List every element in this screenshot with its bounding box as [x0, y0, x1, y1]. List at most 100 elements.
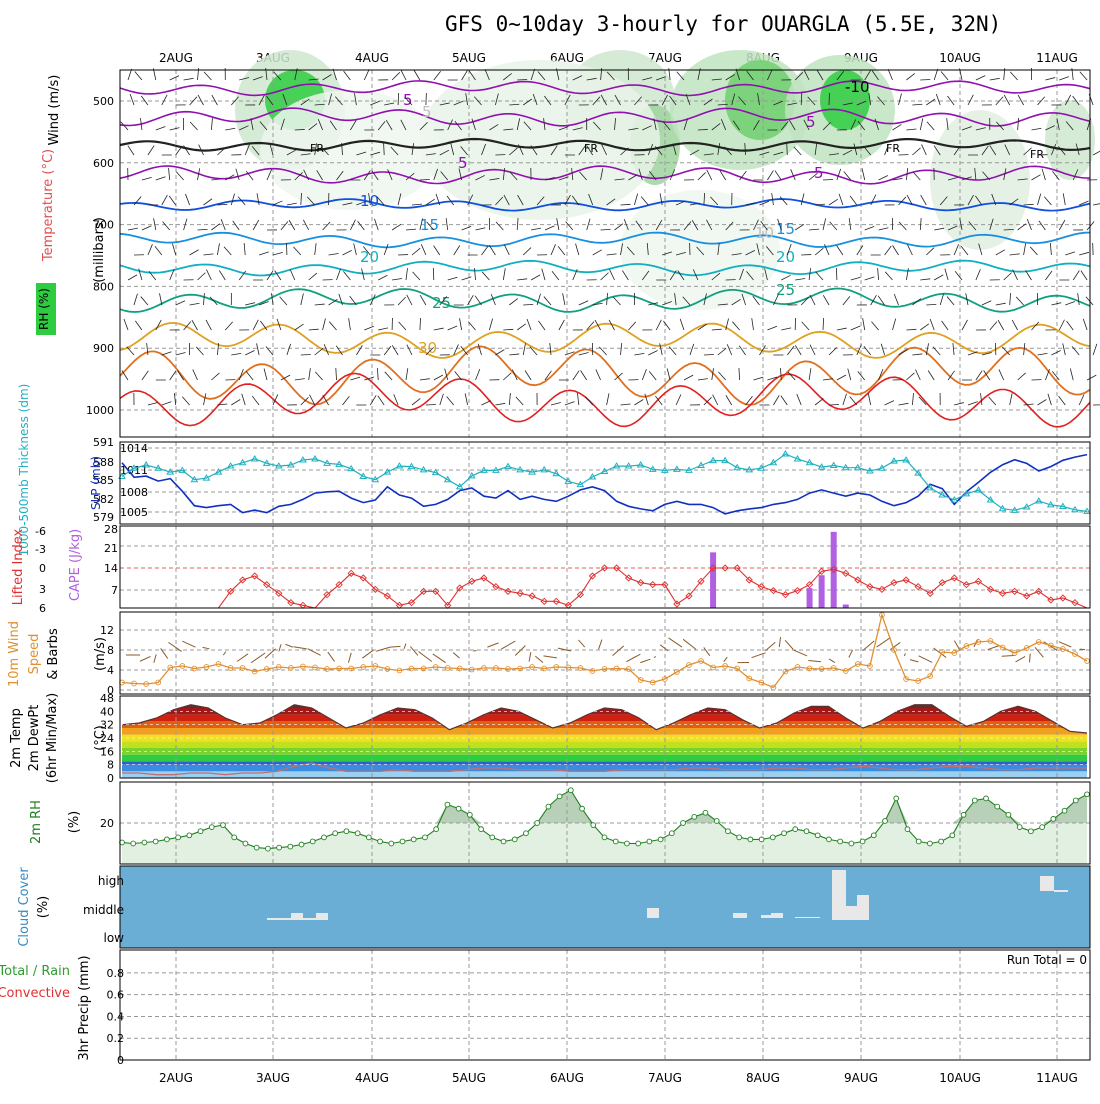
wind10-tick: 12 — [100, 624, 114, 637]
wind-barb — [176, 352, 186, 355]
wind-barb — [413, 272, 420, 280]
wind-barb — [323, 319, 326, 330]
wind-barb — [912, 104, 922, 105]
wind-barb — [287, 203, 297, 205]
wind-barb — [193, 369, 198, 380]
wind-barb — [920, 79, 930, 80]
rh-marker — [310, 839, 315, 844]
rh-marker — [602, 835, 607, 840]
wind-barb — [868, 393, 870, 405]
rh-marker — [894, 796, 899, 801]
wind-barb — [1079, 252, 1089, 255]
wind-barb — [930, 319, 934, 330]
wind-barb — [1087, 221, 1094, 230]
wind-barb — [981, 393, 982, 405]
run-total: Run Total = 0 — [1007, 953, 1087, 967]
cloud-units: (%) — [36, 896, 51, 919]
date-label-top: 10AUG — [939, 51, 981, 65]
rh2m-units: (%) — [67, 811, 82, 834]
wind-barb — [1018, 118, 1019, 130]
wind-barb — [642, 369, 646, 380]
rh-marker — [726, 829, 731, 834]
wind10-barb — [877, 637, 891, 647]
cloud-bar — [857, 895, 869, 920]
wind-barb — [712, 329, 722, 330]
wind-barb — [634, 353, 644, 355]
wind-barb — [190, 122, 197, 130]
wind10-barb — [863, 641, 875, 651]
wind-barb — [329, 322, 336, 330]
rh2m-label: 2m RH — [29, 800, 44, 844]
wind-barb — [829, 199, 838, 205]
temp-band — [120, 761, 1090, 764]
wind-barb — [329, 253, 339, 255]
wind-barb — [1093, 150, 1100, 155]
wind-barb — [940, 294, 943, 305]
wind-barb — [1045, 78, 1055, 80]
wind-barb — [565, 402, 575, 405]
wind-barb — [809, 368, 811, 380]
wind10-barb — [453, 653, 459, 658]
temp-band — [120, 755, 1090, 762]
wind-barb — [1032, 128, 1042, 130]
wind-barb — [1080, 72, 1087, 80]
rh-marker — [378, 839, 383, 844]
level-tick-label: 900 — [93, 342, 114, 355]
wind-barb — [309, 273, 317, 280]
date-label-bottom: 8AUG — [746, 1071, 780, 1085]
wind10-barb — [223, 652, 226, 656]
wind-barb — [1093, 344, 1097, 355]
temperature-contour — [120, 233, 1090, 248]
wind-barb — [1065, 252, 1075, 255]
wind10-barb — [376, 647, 390, 651]
wind-barb — [1042, 169, 1045, 180]
temperature-contour — [120, 373, 1090, 426]
temp-tick: 40 — [100, 705, 114, 718]
wind-barb — [936, 94, 940, 105]
wind-barb — [407, 345, 412, 355]
wind-barb — [912, 354, 922, 355]
wind-barb — [922, 144, 927, 155]
wind-barb — [941, 72, 948, 80]
wind-barb — [420, 295, 426, 305]
wind10-barb — [613, 646, 624, 656]
wind-barb — [169, 168, 170, 180]
rh-marker — [669, 831, 674, 836]
wind-barb — [558, 246, 565, 255]
cape-bar — [843, 604, 849, 608]
wind10-barb — [808, 660, 821, 661]
wind-barb — [476, 228, 486, 230]
wind-barb — [634, 400, 643, 405]
wind-barb — [128, 146, 134, 155]
wind-barb — [573, 371, 579, 380]
wind10-barb — [418, 652, 431, 662]
wind-barb — [864, 346, 871, 355]
wind-barb — [1063, 343, 1066, 355]
rh-marker — [905, 827, 910, 832]
wind10-barb — [515, 646, 525, 656]
wind-barb — [517, 279, 527, 280]
wind-barb — [281, 221, 288, 230]
wind-barb — [926, 304, 936, 305]
wind-barb — [954, 244, 959, 255]
rh-marker — [501, 839, 506, 844]
wind-barb — [1079, 394, 1084, 405]
wind-barb — [601, 273, 609, 280]
cloud-bar — [1040, 876, 1054, 891]
wind-barb — [176, 301, 185, 305]
wind-barb — [315, 372, 322, 380]
wind-barb — [343, 271, 350, 280]
wind-barb — [942, 321, 949, 330]
wind-barb — [544, 297, 551, 305]
rh-marker — [142, 840, 147, 845]
wind-barb — [954, 403, 964, 405]
chart-title: GFS 0~10day 3-hourly for OUARGLA (5.5E, … — [445, 12, 1001, 36]
wind-barb — [795, 345, 801, 355]
rh-marker — [759, 837, 764, 842]
rh-marker — [131, 841, 136, 846]
wind-barb — [990, 78, 1000, 80]
wind-barb — [579, 352, 589, 355]
wind-barb — [217, 243, 219, 255]
rh-marker — [445, 802, 450, 807]
wind-barb — [489, 319, 492, 330]
